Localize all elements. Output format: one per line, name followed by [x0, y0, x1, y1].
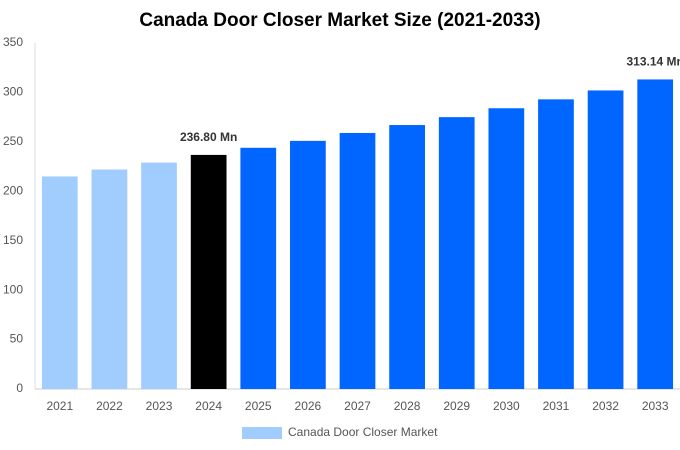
- x-tick-label: 2031: [543, 399, 570, 413]
- value-label: 313.14 Mn: [627, 55, 680, 69]
- y-tick-label: 350: [3, 35, 23, 49]
- bar: [91, 169, 128, 389]
- bar: [538, 99, 574, 389]
- y-tick-label: 0: [16, 381, 23, 395]
- y-tick-label: 250: [3, 134, 23, 148]
- bar: [190, 154, 227, 389]
- x-tick-label: 2026: [295, 399, 322, 413]
- x-tick-label: 2028: [394, 399, 421, 413]
- bar: [240, 147, 277, 389]
- bar: [587, 90, 624, 390]
- bar: [637, 79, 674, 389]
- x-tick-label: 2033: [642, 399, 669, 413]
- bar: [41, 176, 78, 389]
- x-tick-label: 2025: [245, 399, 272, 413]
- y-tick-label: 150: [3, 233, 23, 247]
- bar: [290, 140, 326, 389]
- x-tick-label: 2032: [592, 399, 619, 413]
- y-tick-label: 200: [3, 183, 23, 197]
- bar: [141, 162, 177, 389]
- y-tick-label: 100: [3, 282, 23, 296]
- x-tick-label: 2023: [146, 399, 173, 413]
- bar: [438, 117, 475, 390]
- bar: [389, 125, 425, 390]
- bar: [339, 132, 376, 389]
- x-tick-label: 2022: [96, 399, 123, 413]
- chart-title: Canada Door Closer Market Size (2021-203…: [139, 10, 540, 31]
- value-label: 236.80 Mn: [180, 130, 237, 144]
- y-tick-label: 50: [10, 332, 24, 346]
- y-tick-label: 300: [3, 85, 23, 99]
- x-tick-label: 2024: [195, 399, 222, 413]
- bar: [488, 108, 525, 389]
- legend-swatch: [242, 427, 282, 439]
- x-tick-label: 2027: [344, 399, 371, 413]
- x-tick-label: 2029: [443, 399, 470, 413]
- legend-label: Canada Door Closer Market: [288, 425, 438, 439]
- x-tick-label: 2030: [493, 399, 520, 413]
- x-tick-label: 2021: [46, 399, 73, 413]
